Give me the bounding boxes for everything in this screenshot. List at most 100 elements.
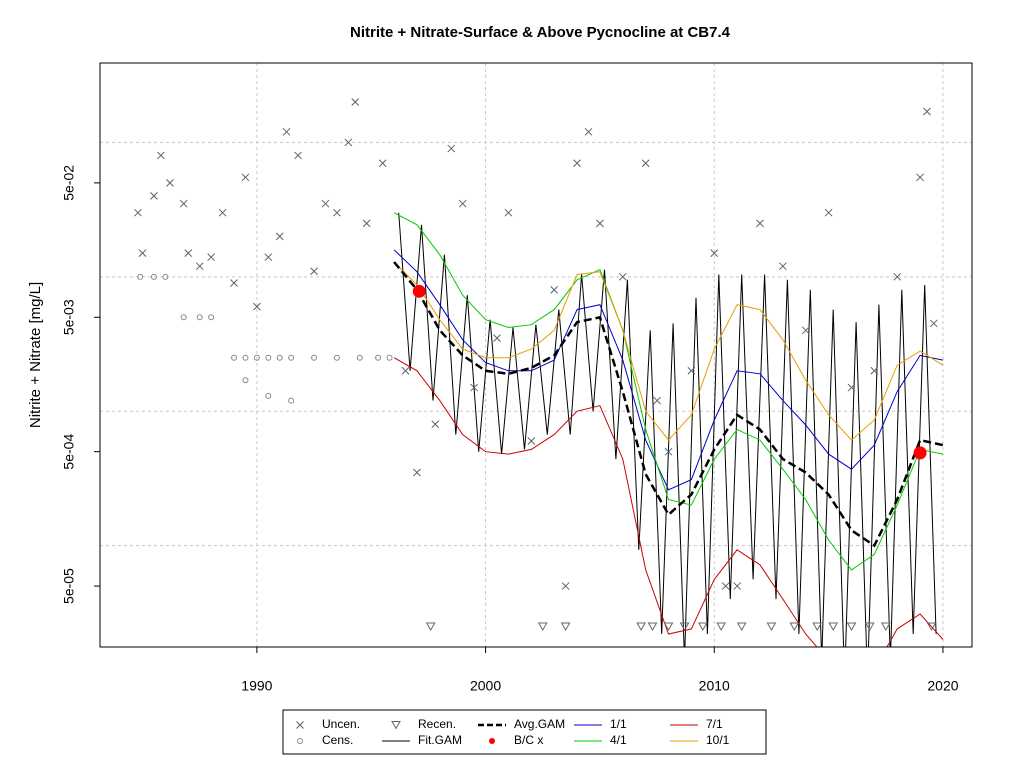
x-marker: [241, 173, 250, 182]
circle-marker: [150, 273, 157, 280]
x-marker: [493, 334, 501, 342]
triangle-marker: [828, 622, 839, 632]
circle-marker: [180, 314, 187, 321]
circle-marker: [208, 314, 215, 321]
x-marker: [447, 144, 456, 153]
dot-marker: [412, 284, 426, 298]
triangle-marker: [663, 622, 674, 632]
circle-marker: [242, 354, 249, 361]
circle-marker: [265, 354, 272, 361]
x-marker: [710, 249, 719, 258]
x-marker: [156, 151, 165, 160]
x-marker: [378, 159, 387, 168]
triangle-marker: [812, 622, 823, 632]
x-marker: [207, 253, 215, 262]
triangle-marker: [391, 721, 401, 730]
legend-label: 4/1: [610, 733, 627, 747]
x-marker: [264, 253, 273, 262]
circle-marker: [137, 273, 144, 280]
x-marker: [870, 366, 879, 375]
triangle-marker: [846, 622, 857, 632]
x-marker: [733, 582, 741, 590]
chart-title: Nitrite + Nitrate-Surface & Above Pycnoc…: [350, 24, 731, 41]
circle-marker: [231, 354, 238, 361]
circle-marker: [242, 377, 249, 384]
x-marker: [275, 232, 284, 241]
x-marker: [351, 98, 360, 106]
x-tick-label: 2000: [470, 678, 501, 694]
x-marker: [431, 420, 440, 429]
series-line: [393, 249, 944, 491]
legend-box: [282, 709, 767, 755]
x-marker: [179, 199, 188, 208]
x-marker: [134, 208, 142, 217]
x-marker: [527, 437, 536, 445]
triangle-marker: [880, 622, 891, 632]
circle-marker: [162, 273, 169, 280]
x-marker: [641, 159, 650, 168]
circle-marker: [196, 314, 203, 321]
x-marker: [923, 107, 931, 116]
x-marker: [333, 208, 341, 217]
x-marker: [458, 199, 467, 208]
legend-label: Uncen.: [322, 717, 360, 731]
x-marker: [344, 138, 353, 147]
triangle-marker: [716, 622, 726, 632]
x-marker: [561, 582, 570, 590]
x-marker: [653, 396, 661, 405]
x-marker: [150, 192, 158, 200]
legend: Uncen. Cens. Recen. Fit.GAM Avg.GAM B/C x 1/1 4…: [296, 717, 730, 747]
x-marker: [664, 447, 673, 456]
circle-marker: [311, 354, 318, 361]
x-marker: [847, 383, 856, 392]
triangle-marker: [736, 622, 747, 632]
triangle-marker: [425, 622, 436, 632]
x-marker: [282, 127, 291, 136]
triangle-marker: [636, 622, 646, 632]
legend-label: Avg.GAM: [514, 717, 565, 731]
legend-label: 7/1: [706, 717, 723, 731]
x-marker: [893, 272, 902, 281]
legend-label: Fit.GAM: [418, 733, 462, 747]
x-tick-label: 2020: [927, 678, 958, 694]
triangle-marker: [766, 622, 777, 632]
series-line: [393, 261, 944, 548]
x-marker: [504, 208, 513, 217]
y-tick-label: 5e-02: [61, 165, 77, 201]
circle-marker: [386, 354, 393, 361]
x-marker: [401, 366, 410, 375]
circle-marker: [288, 354, 295, 361]
triangle-marker: [697, 622, 708, 632]
x-marker: [584, 127, 593, 136]
x-marker: [756, 219, 764, 228]
plot-frame: [99, 62, 973, 648]
x-marker: [916, 173, 924, 182]
legend-label: Recen.: [418, 717, 456, 731]
x-marker: [596, 219, 604, 228]
x-marker: [321, 199, 330, 208]
x-marker: [310, 267, 318, 276]
circle-marker: [333, 354, 340, 361]
series-line: [398, 212, 937, 647]
x-marker: [296, 721, 304, 729]
legend-label: Cens.: [322, 733, 353, 747]
x-marker: [166, 179, 174, 187]
x-tick-label: 1990: [241, 678, 272, 694]
x-marker: [294, 151, 302, 160]
dot-marker: [913, 446, 927, 460]
x-marker: [779, 262, 787, 271]
legend-label: 1/1: [610, 717, 627, 731]
x-marker: [230, 279, 238, 287]
circle-marker: [253, 354, 260, 361]
x-marker: [253, 302, 261, 311]
triangle-marker: [926, 622, 937, 632]
legend-label: B/C x: [514, 733, 543, 747]
circle-marker: [288, 397, 295, 404]
circle-marker: [375, 354, 382, 361]
triangle-marker: [864, 622, 875, 632]
x-marker: [573, 159, 581, 168]
x-marker: [362, 219, 371, 228]
x-marker: [618, 272, 627, 281]
